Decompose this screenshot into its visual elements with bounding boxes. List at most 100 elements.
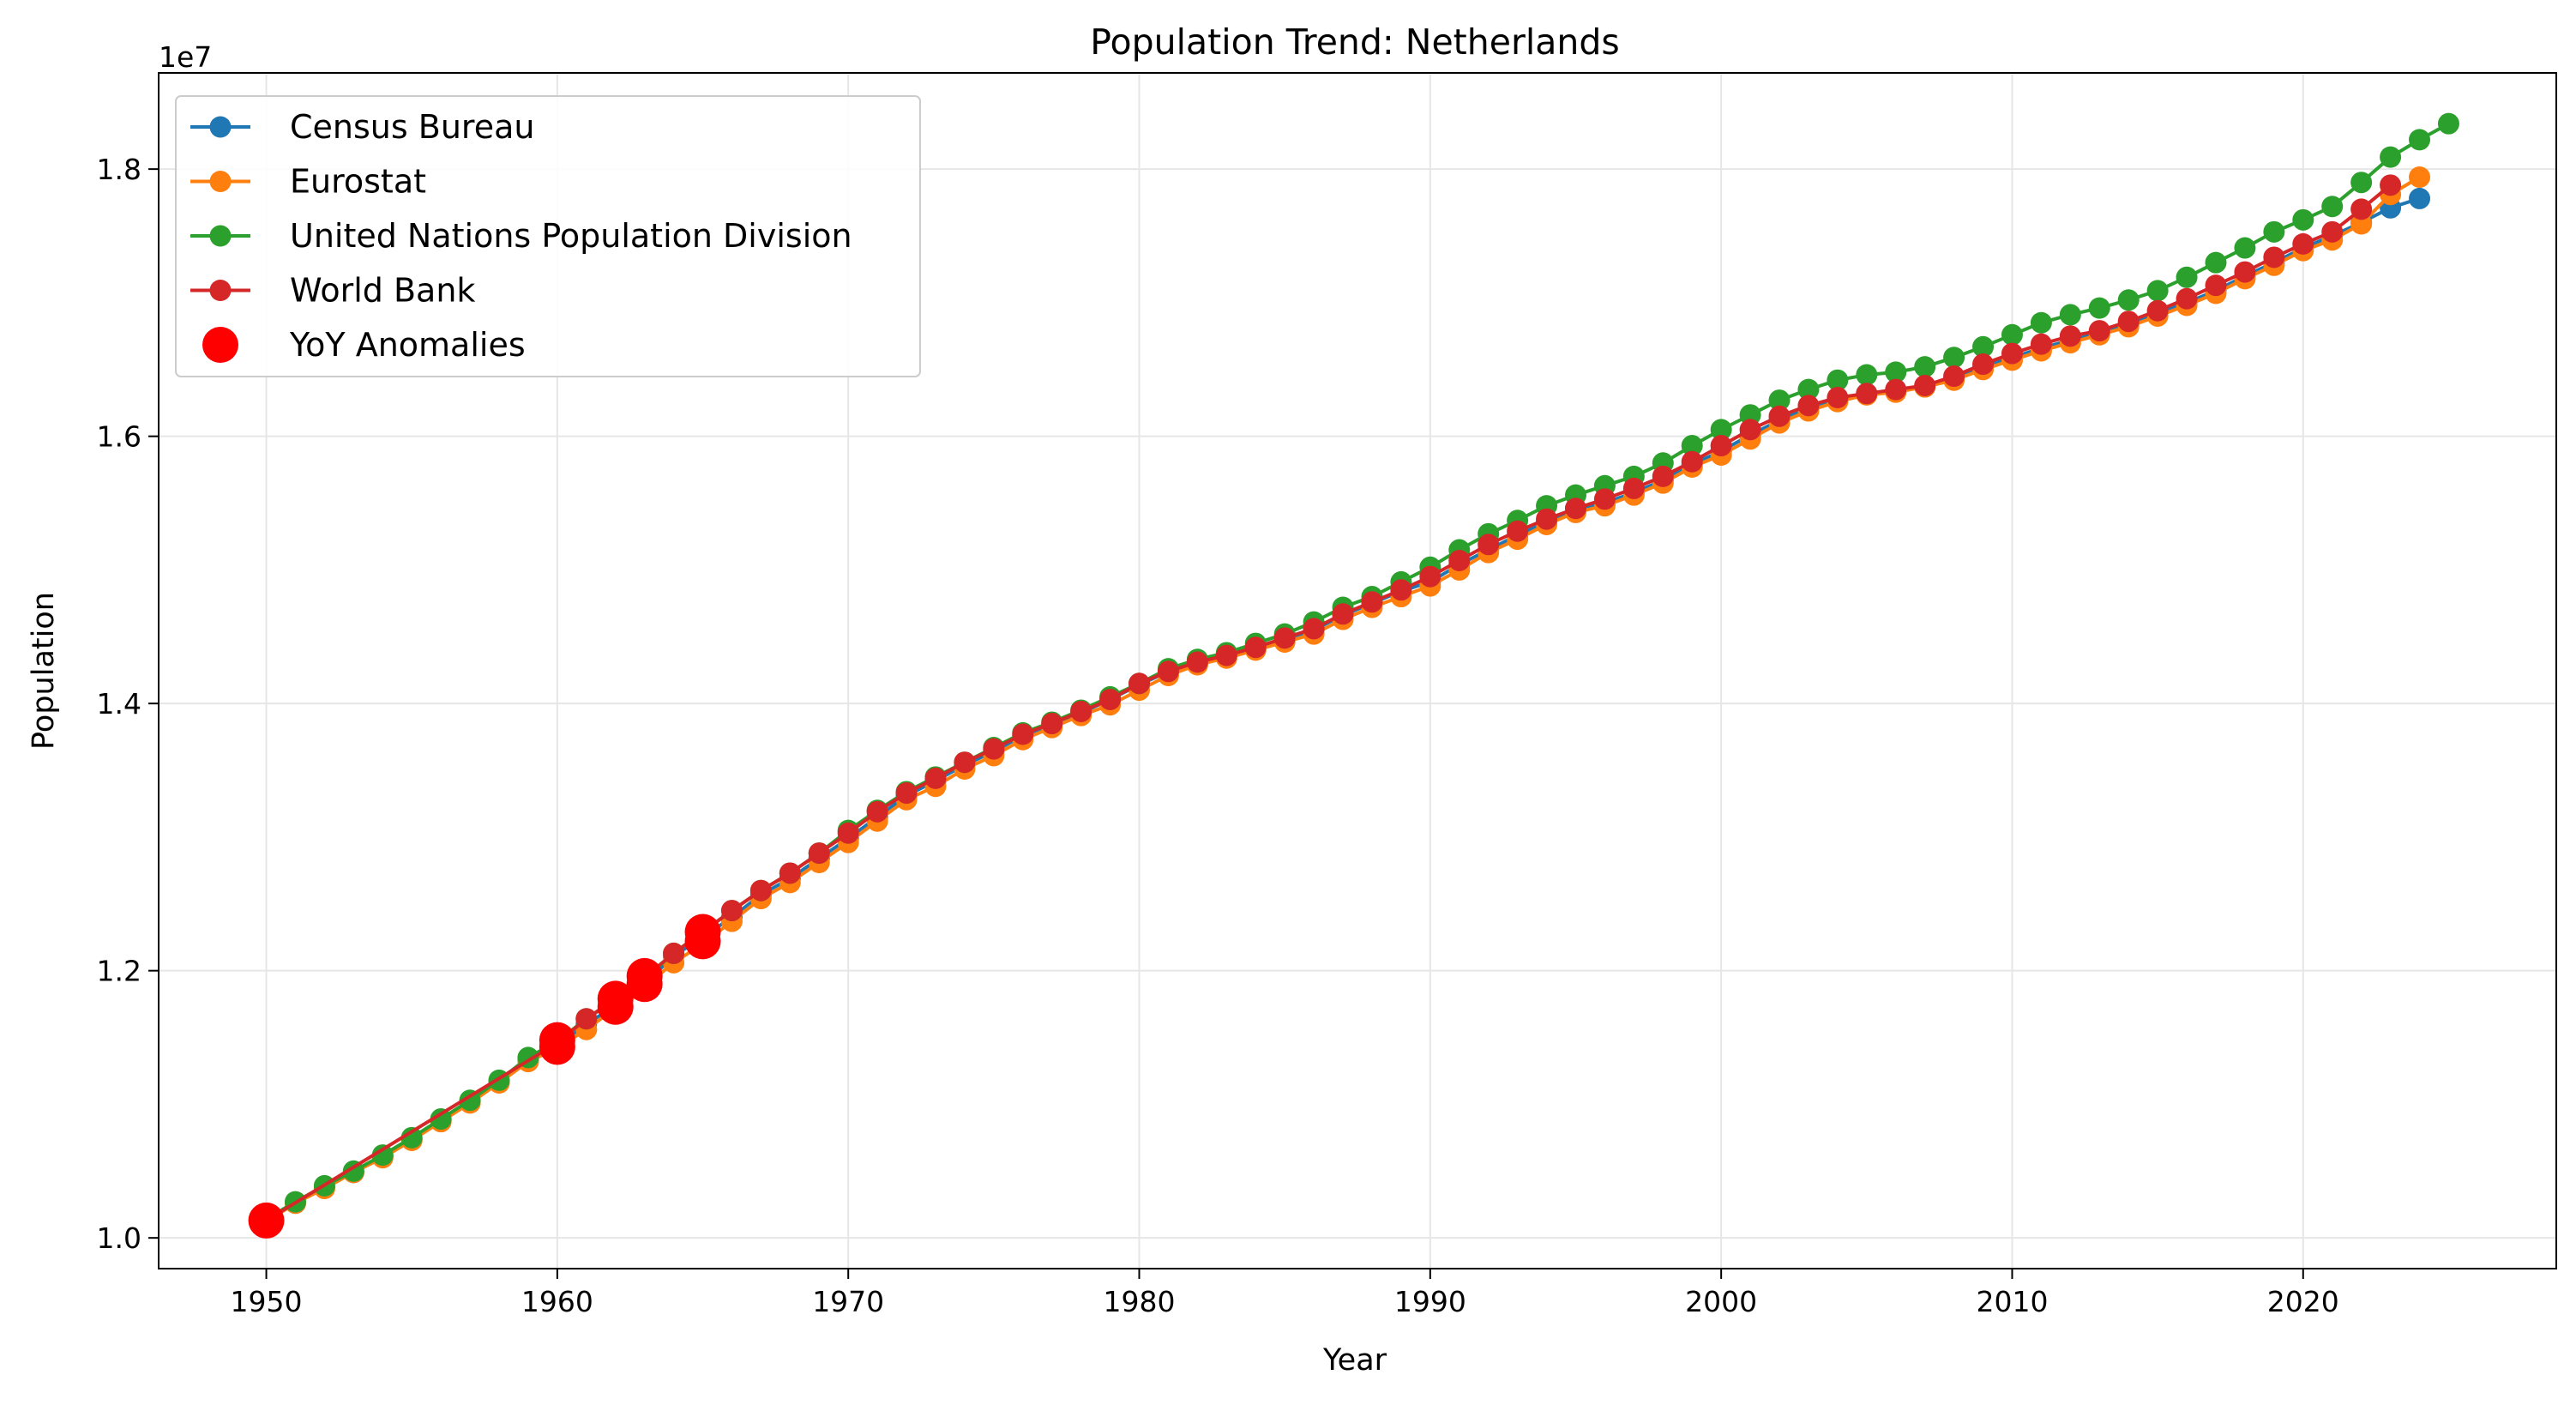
data-point: [2263, 220, 2285, 243]
data-point: [575, 1008, 598, 1030]
data-point: [1593, 488, 1616, 510]
legend-entries: Census Bureau Eurostat United Nations Popu…: [190, 108, 852, 364]
x-tick-label: 1970: [812, 1285, 884, 1318]
data-point: [1710, 435, 1732, 457]
legend-label: YoY Anomalies: [289, 326, 526, 364]
data-point: [924, 767, 947, 789]
data-point: [1856, 364, 1878, 386]
data-point: [2234, 261, 2256, 283]
data-point: [1739, 404, 1761, 426]
data-point: [1361, 591, 1383, 613]
x-tick-label: 2010: [1976, 1285, 2048, 1318]
data-point: [1885, 378, 1907, 401]
y-tick-label: 1.6: [97, 420, 141, 454]
chart-title: Population Trend: Netherlands: [1090, 21, 1619, 63]
data-point: [1099, 688, 1122, 710]
data-point: [2146, 299, 2169, 322]
x-tick-label: 1950: [231, 1285, 303, 1318]
y-offset-label: 1e7: [159, 40, 212, 74]
data-point: [837, 822, 859, 844]
data-point: [1710, 419, 1732, 441]
legend-entry: World Bank: [190, 272, 475, 310]
plot-frame: [158, 72, 2557, 1269]
data-point: [1478, 534, 1500, 556]
data-point: [2117, 311, 2140, 333]
data-point: [1012, 723, 1034, 745]
data-point: [779, 862, 801, 884]
data-point: [1914, 356, 1936, 378]
data-point: [2088, 297, 2110, 319]
data-point: [954, 751, 976, 774]
data-point: [1186, 651, 1208, 673]
data-point: [2380, 174, 2402, 196]
data-point: [1914, 374, 1936, 396]
anomaly-marker: [248, 1202, 285, 1239]
data-point: [1797, 395, 1820, 417]
data-point: [2176, 266, 2198, 288]
data-point: [1536, 508, 1558, 530]
data-point: [1303, 618, 1325, 640]
data-point: [1768, 389, 1791, 412]
data-point: [1244, 636, 1267, 659]
data-point: [2059, 325, 2081, 347]
y-tick-label: 1.2: [97, 955, 141, 988]
data-point: [1041, 713, 1063, 735]
anomaly-marker: [597, 980, 634, 1017]
legend-marker-swatch: [209, 116, 232, 138]
data-point: [2030, 333, 2052, 355]
x-axis-title: Year: [1322, 1343, 1387, 1378]
legend-label: Census Bureau: [290, 108, 534, 146]
data-point: [2350, 198, 2373, 220]
legend-label: World Bank: [290, 272, 475, 310]
data-point: [663, 942, 685, 964]
data-point: [866, 800, 888, 823]
data-point: [400, 1126, 423, 1149]
data-point: [2234, 237, 2256, 259]
data-point: [1507, 520, 1529, 542]
legend-label: United Nations Population Division: [290, 217, 852, 255]
data-point: [2437, 112, 2459, 135]
data-point: [1943, 347, 1965, 369]
data-point: [2380, 146, 2402, 168]
y-axis-title: Population: [27, 592, 61, 750]
data-point: [1273, 627, 1296, 649]
data-point: [1390, 579, 1412, 601]
data-point: [2409, 187, 2431, 209]
data-point: [2205, 274, 2227, 297]
data-point: [2321, 220, 2344, 243]
legend-entry: Census Bureau: [190, 108, 534, 146]
data-point: [1332, 603, 1354, 625]
data-point: [1564, 497, 1586, 520]
data-point: [1215, 644, 1237, 666]
data-point: [720, 900, 743, 922]
data-point: [2350, 213, 2373, 235]
data-point: [1681, 435, 1703, 457]
data-point: [1622, 477, 1645, 499]
anomaly-layer: [248, 914, 721, 1239]
x-tick-label: 1960: [521, 1285, 593, 1318]
data-point: [1856, 383, 1878, 405]
data-point: [1448, 550, 1471, 572]
x-axis: 1950 1960 1970 1980 1990 2000 2010 2020: [231, 1269, 2339, 1318]
data-point: [2321, 196, 2344, 218]
legend-marker-swatch: [209, 225, 232, 247]
data-point: [1419, 565, 1441, 588]
legend-marker-swatch: [209, 171, 232, 192]
data-point: [1943, 365, 1965, 388]
data-point: [1972, 353, 1995, 376]
data-point: [1972, 335, 1995, 358]
legend-entry: United Nations Population Division: [190, 217, 852, 255]
legend-marker-swatch: [209, 280, 232, 301]
anomaly-marker: [684, 914, 721, 950]
data-point: [1157, 660, 1179, 683]
data-point: [749, 879, 772, 901]
x-tick-label: 2000: [1685, 1285, 1757, 1318]
anomaly-marker: [626, 957, 663, 994]
legend: Census Bureau Eurostat United Nations Popu…: [175, 95, 921, 377]
legend-box: [175, 95, 921, 377]
data-point: [2350, 172, 2373, 194]
data-point: [1070, 701, 1092, 723]
data-point: [2292, 232, 2314, 255]
data-point: [1652, 465, 1674, 487]
